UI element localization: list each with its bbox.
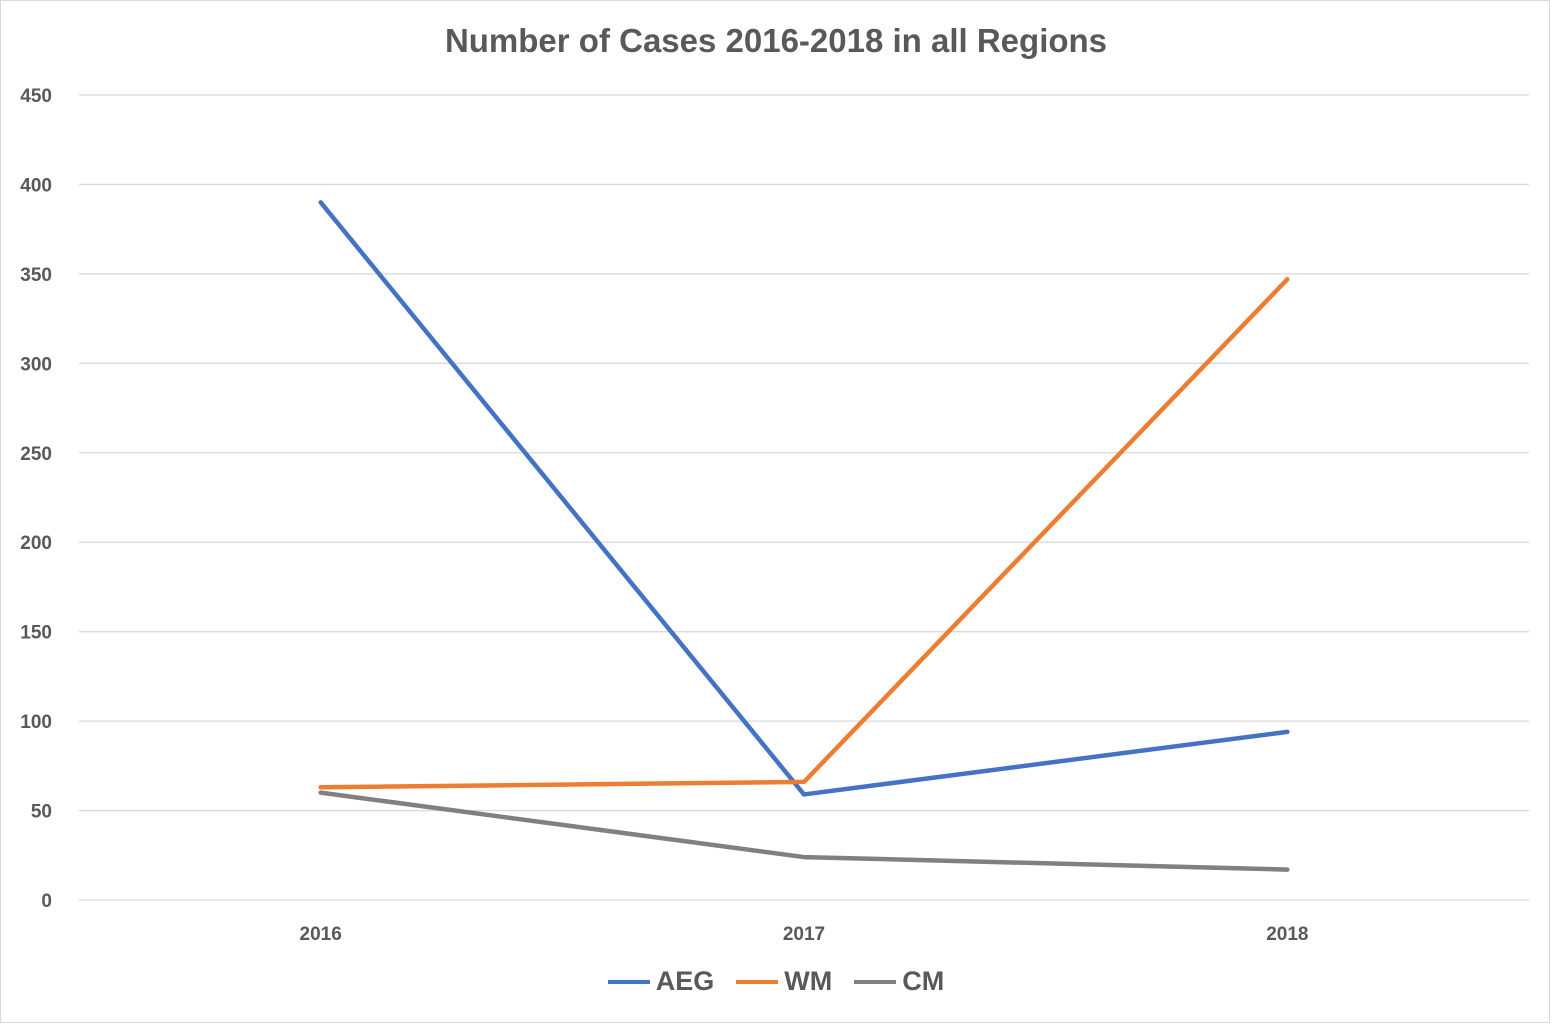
legend-item-aeg: AEG: [607, 966, 715, 997]
y-tick-label: 100: [20, 712, 52, 733]
x-axis-ticks: 2016 2017 2018: [300, 924, 1309, 945]
legend-swatch: [736, 979, 779, 984]
legend-label: AEG: [655, 966, 715, 996]
y-tick-label: 150: [20, 623, 52, 644]
legend-label: CM: [902, 966, 945, 996]
legend-swatch: [607, 979, 650, 984]
x-tick-label: 2017: [783, 924, 825, 945]
legend-item-wm: WM: [736, 966, 832, 997]
series-line-cm: [318, 790, 1290, 872]
y-tick-label: 400: [20, 175, 52, 196]
x-tick-label: 2018: [1266, 924, 1308, 945]
legend-item-cm: CM: [854, 966, 944, 997]
legend-label: WM: [784, 966, 833, 996]
y-tick-label: 50: [31, 802, 52, 823]
y-tick-label: 300: [20, 354, 52, 375]
y-tick-label: 450: [20, 86, 52, 107]
y-tick-label: 0: [41, 891, 52, 912]
x-tick-label: 2016: [300, 924, 342, 945]
gridlines: [79, 94, 1529, 901]
chart-title: Number of Cases 2016-2018 in all Regions: [444, 22, 1108, 59]
legend: AEG WM CM: [0, 966, 1552, 997]
legend-swatch: [854, 979, 897, 984]
series-line-aeg: [318, 200, 1290, 797]
series-lines: [318, 200, 1290, 872]
y-tick-label: 350: [20, 265, 52, 286]
y-axis-ticks: 0 50 100 150 200 250 300 350 400 450: [20, 86, 52, 912]
y-tick-label: 200: [20, 533, 52, 554]
y-tick-label: 250: [20, 444, 52, 465]
series-line-wm: [318, 277, 1290, 790]
